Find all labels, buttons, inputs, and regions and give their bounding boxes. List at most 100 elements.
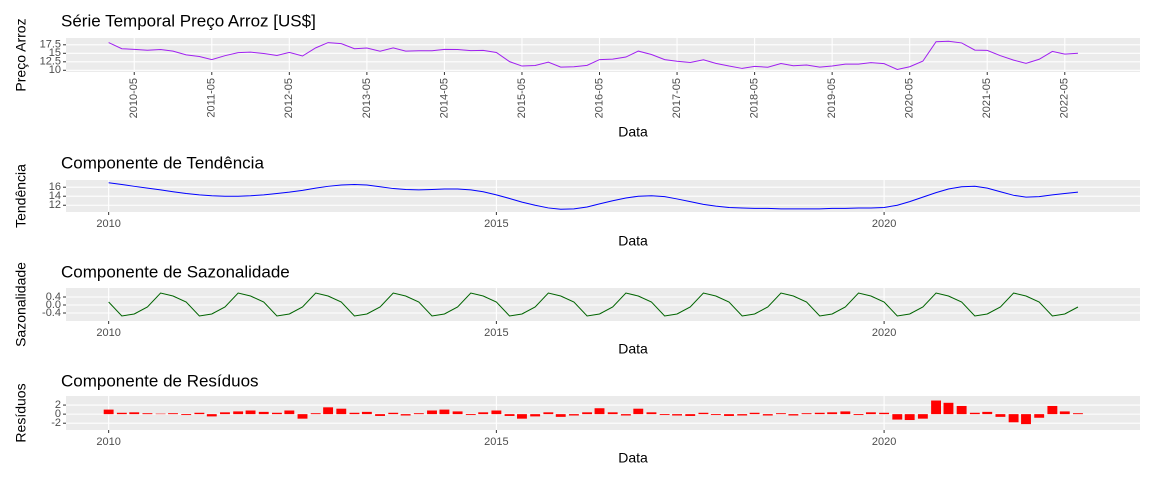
plot-background [66, 38, 1140, 72]
bar [530, 414, 541, 417]
y-tick-label: 15 [49, 47, 61, 59]
bar [233, 411, 244, 415]
bar [620, 414, 631, 416]
y-tick-label: 14 [49, 190, 61, 202]
bar [1021, 414, 1031, 425]
bar [400, 414, 411, 416]
y-tick-label: 0 [55, 408, 61, 420]
bar [206, 414, 217, 417]
bar [555, 414, 566, 417]
bar [349, 412, 360, 415]
bar [284, 410, 295, 415]
bar [116, 412, 127, 415]
x-tick-label: 2020-05 [904, 78, 916, 118]
x-axis-title: Data [618, 233, 648, 249]
bar [956, 405, 967, 415]
bar [1008, 414, 1019, 423]
y-tick-label: -2 [51, 417, 61, 429]
data-line [108, 292, 1079, 317]
bar [517, 414, 527, 419]
x-tick-label: 2011-05 [206, 78, 218, 118]
bar [995, 414, 1006, 417]
bar [969, 412, 980, 415]
x-tick-label: 2020 [872, 218, 896, 230]
bar [504, 414, 515, 416]
bar [465, 414, 476, 416]
y-tick-label: 17.5 [40, 39, 61, 51]
bar [865, 412, 876, 415]
y-axis-title: Tendência [13, 164, 29, 228]
x-axis-title: Data [618, 124, 648, 140]
x-tick-label: 2010 [96, 327, 120, 339]
bar [827, 412, 838, 415]
bar [375, 414, 386, 416]
x-tick-label: 2018-05 [749, 78, 761, 118]
data-line [108, 40, 1078, 70]
bar [361, 411, 372, 415]
x-tick-label: 2020 [872, 436, 896, 448]
y-tick-label: 2 [55, 399, 61, 411]
bar [1059, 411, 1070, 415]
data-line [108, 182, 1079, 210]
bar [336, 408, 347, 415]
y-tick-label: 16 [49, 181, 61, 193]
bar [931, 400, 941, 415]
bar [388, 412, 399, 415]
bar [698, 412, 709, 415]
bar [853, 414, 864, 416]
bar [181, 414, 192, 416]
bar [788, 414, 799, 416]
bar [568, 414, 579, 416]
y-tick-label: 12 [49, 199, 61, 211]
chart-title: Componente de Resíduos [61, 371, 259, 390]
bar [762, 414, 773, 416]
x-tick-label: 2014-05 [438, 78, 450, 118]
bar [103, 409, 114, 415]
x-tick-label: 2015 [484, 218, 508, 230]
bar [427, 410, 437, 415]
bar [194, 412, 205, 415]
bar [749, 412, 760, 415]
bar [129, 412, 140, 415]
x-tick-label: 2016-05 [593, 78, 605, 118]
bar [633, 408, 644, 415]
y-axis-title: Sazonalidade [13, 262, 29, 347]
bar [710, 414, 721, 416]
y-tick-label: 0.0 [46, 299, 61, 311]
bar [672, 414, 682, 416]
bar [245, 410, 256, 415]
bar [220, 412, 230, 415]
chart-title: Componente de Tendência [61, 153, 264, 172]
y-axis-title: Preço Arroz [13, 18, 29, 91]
bar [142, 413, 153, 415]
x-tick-label: 2021-05 [981, 78, 993, 118]
x-tick-label: 2020 [872, 327, 896, 339]
bar [814, 412, 825, 415]
bar [685, 414, 696, 416]
bar [904, 414, 915, 421]
bar [491, 410, 502, 415]
x-axis-title: Data [618, 450, 648, 466]
bar [582, 412, 593, 415]
x-tick-label: 2015 [484, 436, 508, 448]
bar [737, 414, 748, 416]
x-tick-label: 2019-05 [826, 78, 838, 118]
bar [413, 413, 424, 415]
chart-title: Série Temporal Preço Arroz [US$] [61, 11, 316, 30]
bar [840, 411, 851, 415]
x-tick-label: 2012-05 [283, 78, 295, 118]
chart-title: Componente de Sazonalidade [61, 262, 290, 281]
y-axis-title: Resíduos [13, 383, 29, 442]
x-tick-label: 2010 [96, 436, 120, 448]
bar [452, 411, 463, 415]
bar [258, 411, 269, 415]
bar [439, 409, 450, 415]
y-tick-label: 0.4 [46, 291, 61, 303]
bar [271, 412, 282, 415]
bar [478, 412, 489, 415]
bar [646, 412, 657, 415]
bar [879, 412, 890, 415]
bar [982, 411, 993, 415]
